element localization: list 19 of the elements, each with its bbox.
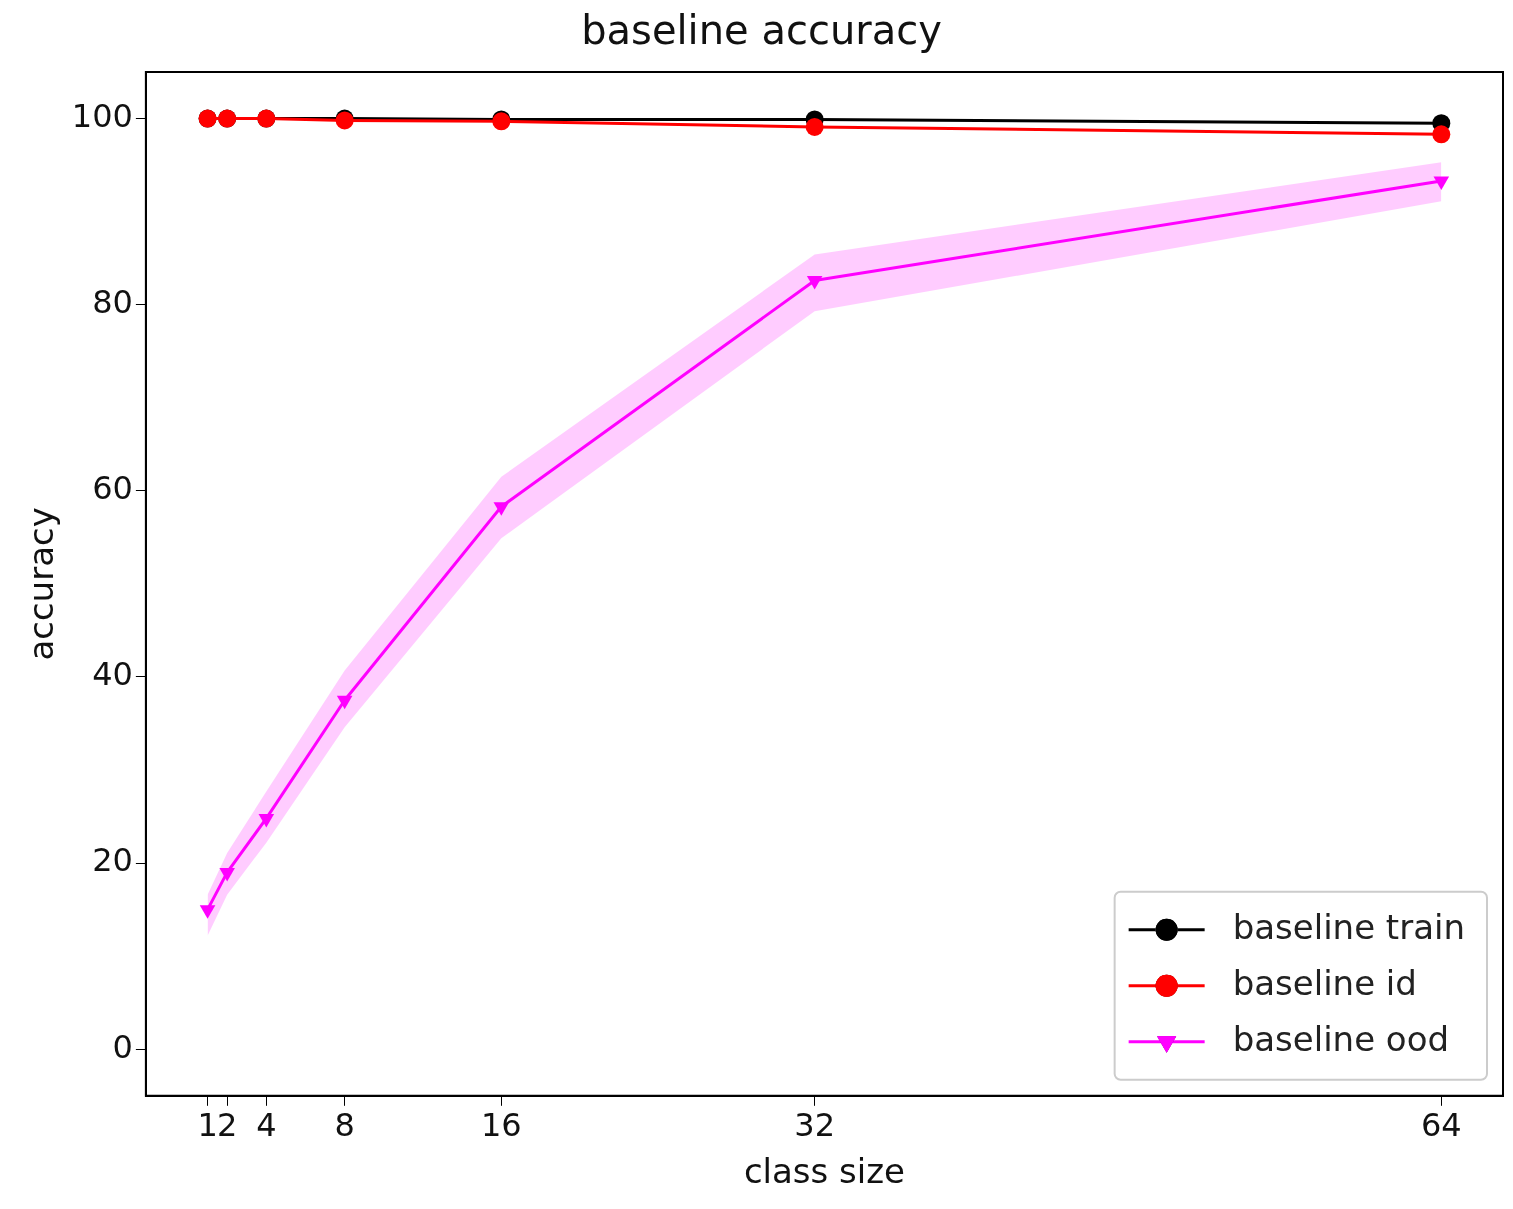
y-tick-label: 80	[92, 282, 133, 321]
y-tick-label: 0	[112, 1027, 133, 1066]
x-tick-label: 32	[794, 1106, 836, 1145]
x-tick-label: 64	[1420, 1106, 1462, 1145]
y-tick-label: 20	[92, 841, 133, 880]
legend-label: baseline ood	[1232, 1018, 1450, 1059]
y-tick-label: 100	[71, 96, 133, 135]
y-tick-label: 40	[92, 655, 133, 694]
legend-label: baseline id	[1232, 962, 1417, 1003]
x-tick-label: 1	[197, 1106, 218, 1145]
y-tick-label: 60	[92, 469, 133, 508]
chart-title: baseline accuracy	[581, 7, 942, 54]
x-tick-label: 16	[480, 1106, 522, 1145]
x-tick-label: 8	[334, 1106, 355, 1145]
x-axis-title: class size	[743, 1151, 906, 1192]
legend-label: baseline train	[1232, 906, 1465, 947]
x-tick-label: 2	[216, 1106, 238, 1145]
x-tick-label: 4	[256, 1106, 277, 1145]
y-axis-title: accuracy	[21, 507, 62, 661]
